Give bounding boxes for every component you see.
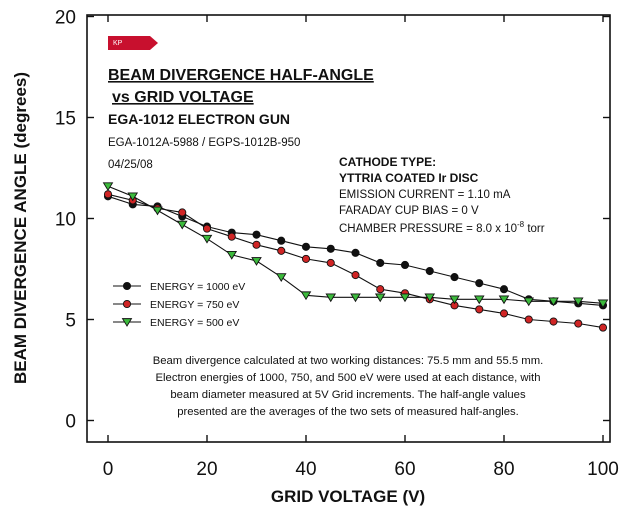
data-point-1000ev: [277, 236, 286, 245]
legend-label: ENERGY = 750 eV: [150, 299, 239, 311]
data-point-750ev: [252, 240, 261, 249]
legend-marker: [122, 299, 132, 309]
data-point-500ev: [275, 273, 287, 282]
data-point-750ev: [351, 271, 360, 280]
date-label: 04/25/08: [108, 159, 153, 171]
data-point-500ev: [449, 295, 460, 305]
data-point-1000ev: [351, 248, 360, 257]
data-point-500ev: [597, 299, 609, 309]
data-point-1000ev: [252, 230, 261, 239]
subtitle: EGA-1012 ELECTRON GUN: [108, 111, 290, 127]
data-point-500ev: [226, 251, 238, 260]
plot-frame: [86, 14, 611, 443]
x-tick-label: 0: [103, 459, 114, 480]
legend: ENERGY = 1000 eV ENERGY = 750 eV ENERGY = …: [113, 281, 245, 329]
data-point-500ev: [498, 295, 510, 305]
data-point-500ev: [424, 293, 436, 303]
cathode-type: YTTRIA COATED Ir DISC: [339, 171, 479, 185]
x-axis-label: GRID VOLTAGE (V): [271, 487, 425, 506]
model-line: EGA-1012A-5988 / EGPS-1012B-950: [108, 137, 300, 149]
data-point-1000ev: [400, 260, 410, 270]
data-point-750ev: [103, 190, 113, 199]
data-point-750ev: [376, 285, 385, 294]
data-point-500ev: [350, 293, 361, 303]
legend-marker: [121, 318, 133, 327]
data-point-500ev: [572, 297, 584, 307]
data-point-750ev: [202, 224, 212, 233]
data-point-750ev: [475, 305, 484, 314]
x-tick-label: 60: [394, 459, 415, 480]
y-tick-label: 15: [55, 109, 76, 130]
data-point-500ev: [127, 192, 139, 202]
legend-marker: [122, 281, 132, 291]
title-line-1: BEAM DIVERGENCE HALF-ANGLE: [108, 67, 374, 84]
data-point-750ev: [178, 208, 187, 217]
note-line-1: Beam divergence calculated at two workin…: [153, 355, 544, 367]
cathode-heading: CATHODE TYPE:: [339, 155, 436, 169]
data-point-500ev: [201, 234, 213, 244]
y-tick-labels: 0 5 10 15 20: [55, 8, 76, 433]
y-tick-label: 10: [55, 210, 76, 231]
axis-ticks: [87, 15, 610, 442]
data-point-500ev: [152, 206, 163, 216]
legend-item-500ev: ENERGY = 500 eV: [113, 317, 239, 329]
y-tick-label: 0: [65, 412, 76, 433]
data-point-500ev: [325, 293, 337, 303]
emission-current: EMISSION CURRENT = 1.10 mA: [339, 189, 511, 201]
data-point-500ev: [300, 291, 312, 301]
kp-logo: KP: [108, 36, 158, 50]
data-point-750ev: [227, 232, 236, 241]
legend-label: ENERGY = 1000 eV: [150, 281, 245, 293]
note-line-2: Electron energies of 1000, 750, and 500 …: [156, 372, 541, 384]
data-point-500ev: [374, 293, 386, 303]
note-line-4: presented are the averages of the two se…: [177, 406, 519, 418]
data-point-750ev: [277, 246, 286, 255]
data-point-1000ev: [475, 279, 484, 288]
x-tick-label: 100: [587, 459, 619, 480]
data-point-500ev: [251, 257, 262, 266]
data-point-1000ev: [499, 285, 509, 294]
x-tick-label: 40: [295, 459, 316, 480]
data-point-500ev: [102, 182, 114, 192]
data-point-500ev: [399, 293, 411, 303]
data-point-500ev: [523, 297, 535, 307]
chamber-pressure: CHAMBER PRESSURE = 8.0 x 10-8 torr: [339, 220, 545, 235]
data-point-1000ev: [450, 273, 459, 282]
faraday-bias: FARADAY CUP BIAS = 0 V: [339, 205, 479, 217]
legend-label: ENERGY = 500 eV: [150, 317, 239, 329]
data-point-750ev: [326, 258, 335, 267]
data-point-750ev: [549, 317, 558, 326]
series-layer: [102, 182, 609, 332]
data-point-1000ev: [326, 244, 335, 253]
legend-item-1000ev: ENERGY = 1000 eV: [113, 281, 245, 293]
data-point-750ev: [574, 319, 583, 328]
legend-item-750ev: ENERGY = 750 eV: [113, 299, 239, 311]
y-tick-label: 5: [65, 311, 76, 332]
svg-text:KP: KP: [113, 40, 123, 47]
series-500ev: [102, 182, 609, 309]
note-block: Beam divergence calculated at two workin…: [153, 355, 544, 418]
x-tick-labels: 0 20 40 60 80 100: [103, 459, 619, 480]
data-point-750ev: [499, 309, 509, 318]
y-tick-label: 20: [55, 8, 76, 29]
note-line-3: beam diameter measured at 5V Grid increm…: [170, 389, 526, 401]
data-point-750ev: [598, 323, 608, 332]
data-point-1000ev: [425, 266, 434, 276]
title-line-2: vs GRID VOLTAGE: [112, 89, 254, 106]
x-tick-label: 80: [493, 459, 514, 480]
data-point-1000ev: [376, 258, 385, 267]
data-point-500ev: [473, 295, 485, 305]
data-point-500ev: [548, 297, 559, 307]
data-point-750ev: [301, 254, 311, 263]
data-point-1000ev: [301, 242, 311, 251]
x-tick-label: 20: [196, 459, 217, 480]
data-point-500ev: [176, 220, 188, 230]
y-axis-label: BEAM DIVERGENCE ANGLE (degrees): [11, 72, 30, 384]
series-750ev: [103, 190, 608, 332]
data-point-750ev: [524, 315, 533, 324]
